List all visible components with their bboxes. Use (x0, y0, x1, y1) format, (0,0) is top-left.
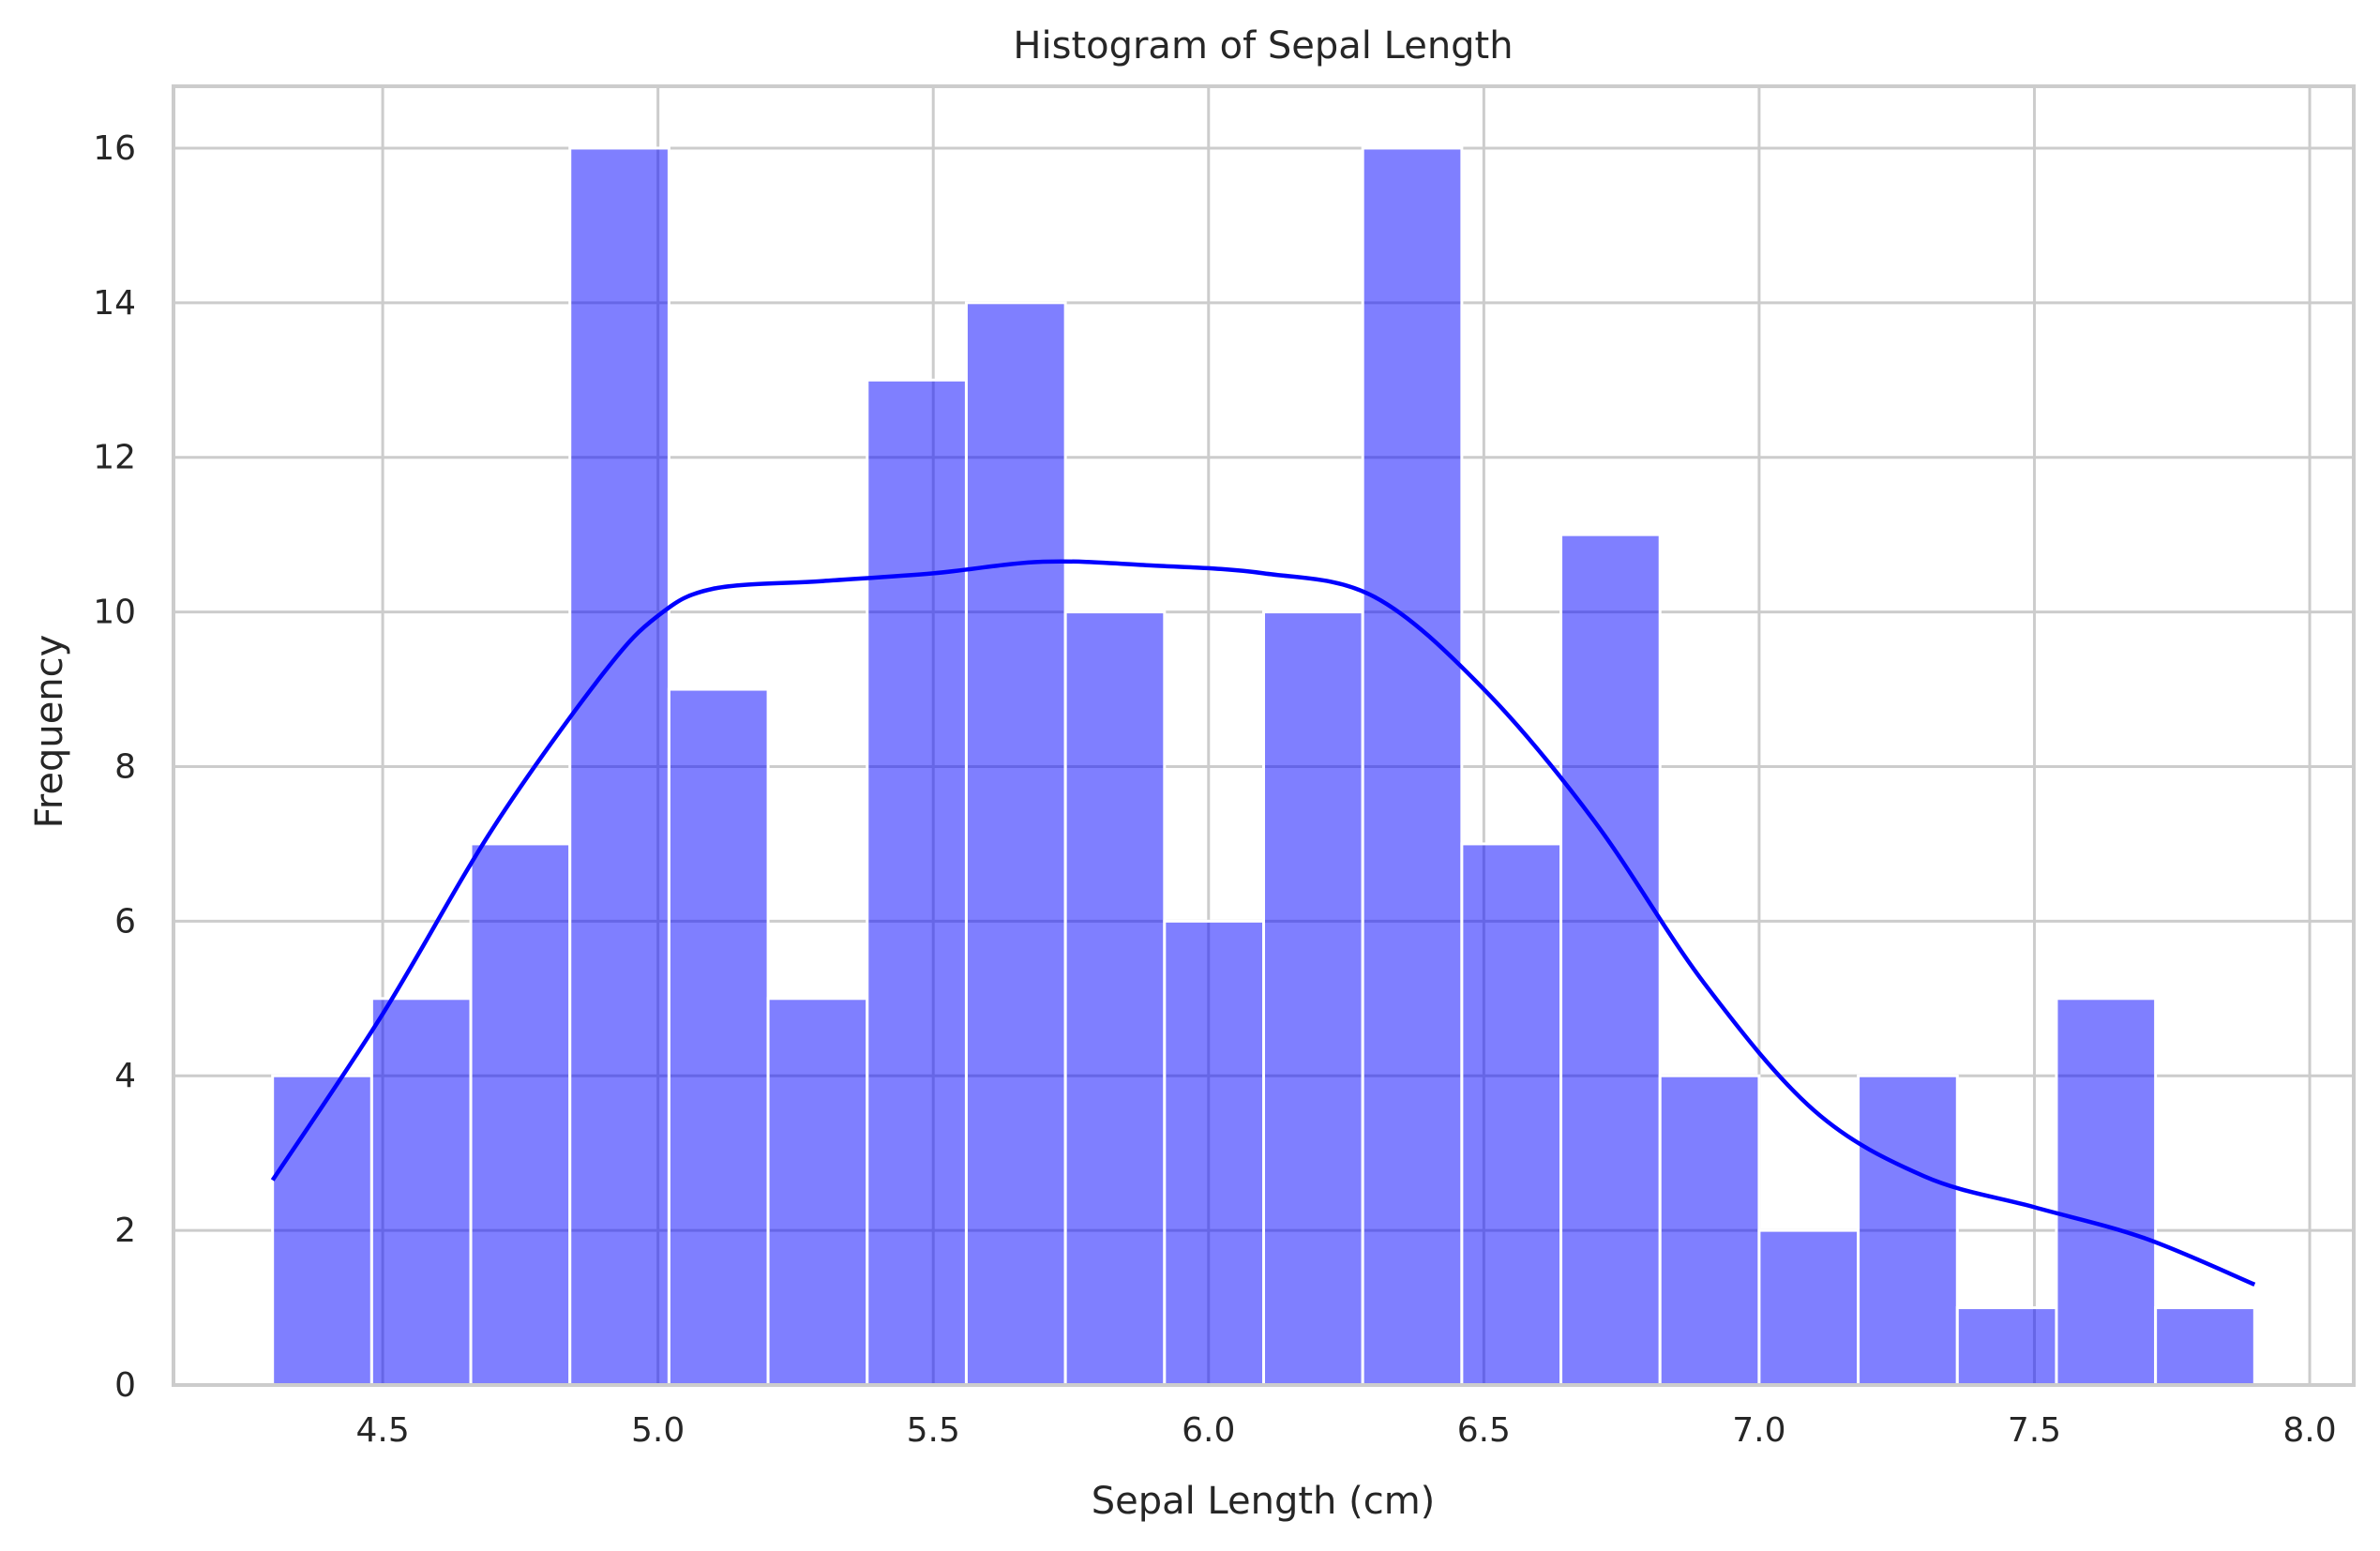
histogram-bar (1658, 1074, 1761, 1387)
y-tick-label: 14 (93, 284, 136, 323)
histogram-bar (1163, 919, 1266, 1387)
histogram-bar (369, 997, 473, 1387)
histogram-bar (766, 997, 869, 1387)
histogram-bar (271, 1074, 373, 1387)
x-tick-label: 5.0 (631, 1411, 685, 1450)
histogram-bar (2055, 997, 2158, 1387)
y-tick-label: 0 (114, 1366, 136, 1405)
histogram-bar (1262, 610, 1364, 1387)
y-axis-label: Frequency (28, 635, 71, 829)
histogram-bar (1361, 146, 1464, 1387)
y-tick-label: 2 (114, 1212, 136, 1250)
chart-title: Histogram of Sepal Length (1013, 24, 1513, 68)
histogram-bar (1460, 842, 1563, 1387)
x-tick-label: 7.0 (1732, 1411, 1785, 1450)
x-tick-label: 4.5 (355, 1411, 409, 1450)
y-tick-label: 12 (93, 439, 136, 477)
y-tick-label: 10 (93, 594, 136, 632)
y-axis-ticks: 0 2 4 6 8 10 12 14 16 (93, 129, 136, 1405)
histogram-bar (2154, 1306, 2256, 1387)
histogram-bars (271, 146, 2256, 1387)
plot-area-frame (172, 84, 2356, 1387)
x-axis-label: Sepal Length (cm) (1092, 1480, 1436, 1523)
histogram-bar (1757, 1228, 1860, 1387)
y-tick-label: 8 (114, 747, 136, 786)
kde-curve (270, 559, 2256, 1287)
histogram-bar (1857, 1074, 1959, 1387)
x-tick-label: 6.0 (1182, 1411, 1235, 1450)
histogram-bar (1559, 533, 1662, 1387)
histogram-bar (568, 146, 670, 1387)
y-tick-label: 6 (114, 902, 136, 941)
x-tick-label: 8.0 (2282, 1411, 2336, 1450)
x-tick-label: 5.5 (907, 1411, 960, 1450)
x-tick-label: 6.5 (1457, 1411, 1511, 1450)
histogram-bar (964, 301, 1067, 1387)
x-tick-label: 7.5 (2008, 1411, 2061, 1450)
x-axis-ticks: 4.5 5.0 5.5 6.0 6.5 7.0 7.5 8.0 (355, 1411, 2336, 1450)
y-tick-label: 16 (93, 129, 136, 168)
histogram-bar (866, 378, 968, 1387)
y-tick-label: 4 (114, 1057, 136, 1095)
histogram-bar (469, 842, 572, 1387)
histogram-bar (1063, 610, 1167, 1387)
histogram-bar (667, 687, 770, 1387)
histogram-bar (1955, 1306, 2058, 1387)
